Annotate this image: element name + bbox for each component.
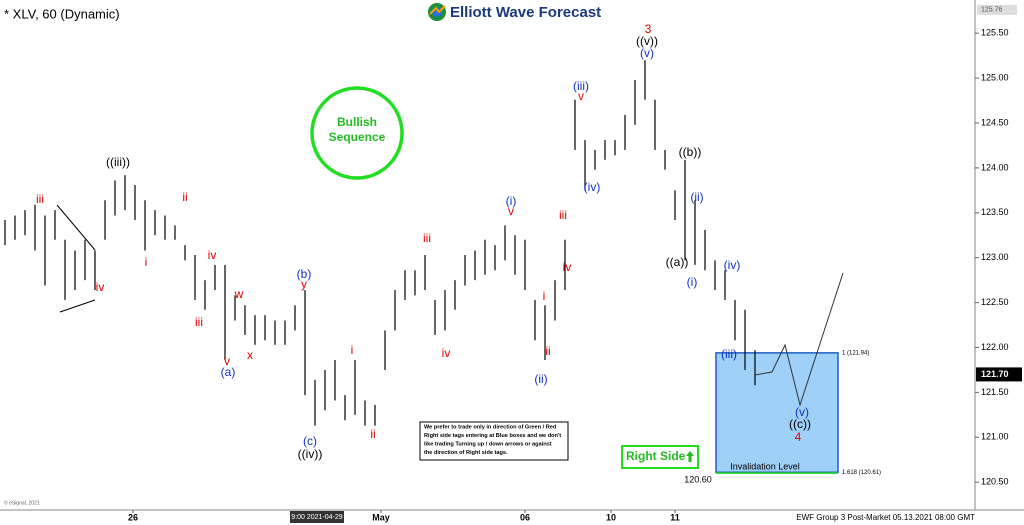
wave-label: ((c)) xyxy=(789,417,811,431)
wave-label: iii xyxy=(36,192,44,206)
x-tick-label: 06 xyxy=(520,512,530,522)
wave-label: (iv) xyxy=(584,180,601,194)
y-tick-label: 124.00 xyxy=(981,162,1009,172)
x-tick-label: 10 xyxy=(606,512,616,522)
wave-label: iv xyxy=(208,248,217,262)
note-line: like trading Turning up / down arrows or… xyxy=(424,441,552,447)
footer: EWF Group 3 Post-Market 05.13.2021 08:00… xyxy=(796,513,975,522)
logo: Elliott Wave Forecast xyxy=(428,3,601,21)
wave-label: v xyxy=(224,354,230,368)
right-side-text: Right Side xyxy=(626,449,686,463)
wave-label: iv xyxy=(96,280,105,294)
y-tick-label: 125.00 xyxy=(981,72,1009,82)
level-label: 1 (121.94) xyxy=(842,350,869,356)
level-label: 1.618 (120.61) xyxy=(842,470,881,476)
wave-label: iii xyxy=(423,231,431,245)
wave-label: v xyxy=(578,89,584,103)
wave-label: iii xyxy=(559,208,567,222)
note-line: the direction of Right side tags. xyxy=(424,450,508,456)
note-line: We prefer to trade only in direction of … xyxy=(424,424,557,430)
wave-label: ii xyxy=(545,344,550,358)
up-arrow xyxy=(686,451,694,462)
last-price: 121.70 xyxy=(981,369,1009,379)
wave-label: iv xyxy=(563,260,572,274)
scale-high-box xyxy=(977,4,1017,15)
wave-label: (ii) xyxy=(534,372,547,386)
invalidation-price: 120.60 xyxy=(684,475,712,485)
wave-label: (ii) xyxy=(690,190,703,204)
wave-label: i xyxy=(145,255,148,269)
cursor-time-box xyxy=(290,511,344,523)
wave-label: x xyxy=(247,348,253,362)
target-box xyxy=(715,352,839,474)
note-line: Right side tags entering at Blue boxes a… xyxy=(424,433,561,439)
cursor-time: 9:00 2021-04-29 xyxy=(291,514,342,521)
wave-label: iii xyxy=(195,315,203,329)
wave-label: i xyxy=(351,343,354,357)
x-tick-label: May xyxy=(372,512,390,522)
x-tick-label: 26 xyxy=(128,512,138,522)
wave-label: ii xyxy=(182,190,187,204)
x-tick-label: 11 xyxy=(670,512,680,522)
wave-label: ((v)) xyxy=(636,34,658,48)
wave-label: iv xyxy=(442,346,451,360)
wave-label: ((iii)) xyxy=(106,155,130,169)
wave-label: ((b)) xyxy=(679,145,702,159)
wave-label: v xyxy=(508,204,514,218)
right-side-tag xyxy=(621,445,699,469)
wave-label: (a) xyxy=(221,365,236,379)
note-box xyxy=(419,421,569,461)
y-tick-label: 120.50 xyxy=(981,477,1009,487)
wave-label: y xyxy=(301,277,307,291)
y-tick-label: 121.50 xyxy=(981,387,1009,397)
y-tick-label: 122.00 xyxy=(981,342,1009,352)
last-price-box xyxy=(976,367,1022,382)
y-tick-label: 122.50 xyxy=(981,297,1009,307)
y-tick-label: 123.00 xyxy=(981,252,1009,262)
wave-label: (v) xyxy=(640,46,654,60)
y-tick-label: 121.00 xyxy=(981,432,1009,442)
projection xyxy=(754,272,844,407)
wave-label: ((a)) xyxy=(666,255,689,269)
wave-label: w xyxy=(234,287,244,301)
badge-circle xyxy=(310,86,404,180)
wave-label: ii xyxy=(370,427,375,441)
wave-label: (iv) xyxy=(724,258,741,272)
scale-high: 125.76 xyxy=(981,7,1003,14)
symbol: * XLV, 60 (Dynamic) xyxy=(4,6,120,21)
wave-label: i xyxy=(543,289,546,303)
wave-label: ((iv)) xyxy=(298,447,323,461)
wave-label: (v) xyxy=(795,405,809,419)
badge-text: Bullish Sequence xyxy=(329,115,386,144)
wave-label: (b) xyxy=(297,267,312,281)
wave-label: 4 xyxy=(795,430,802,444)
wave-label: (i) xyxy=(687,275,698,289)
triangle xyxy=(56,204,96,313)
wave-label: (i) xyxy=(506,194,517,208)
wave-label: (c) xyxy=(303,434,317,448)
wave-label: 3 xyxy=(645,22,652,36)
y-tick-label: 125.50 xyxy=(981,28,1009,38)
invalidation-text: Invalidation Level xyxy=(730,462,800,472)
copyright: © eSignal, 2021 xyxy=(4,499,40,506)
wave-label: (iii) xyxy=(721,347,737,361)
y-tick-label: 123.50 xyxy=(981,207,1009,217)
y-tick-label: 124.50 xyxy=(981,117,1009,127)
wave-label: (iii) xyxy=(573,79,589,93)
logo-text: Elliott Wave Forecast xyxy=(450,4,601,21)
